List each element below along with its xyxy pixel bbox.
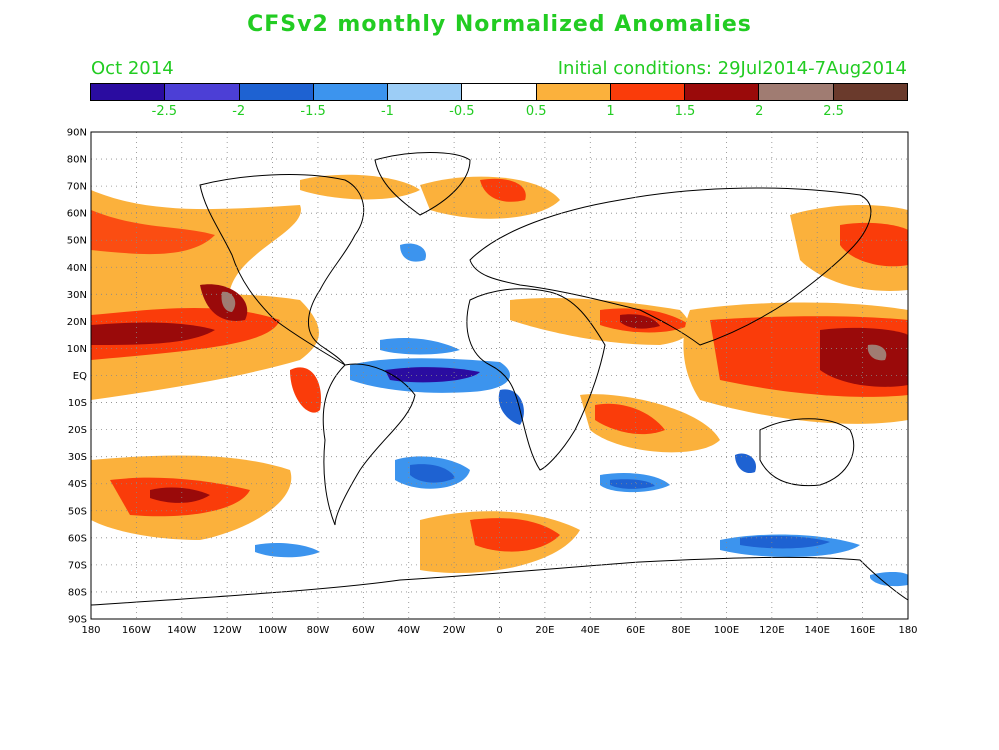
lat-lon-grid: [91, 132, 908, 619]
color-scale-tick-label: 2: [755, 104, 764, 119]
color-scale-segment: [91, 84, 166, 100]
latitude-label: 70S: [68, 560, 87, 571]
latitude-label: 30N: [67, 290, 87, 301]
longitude-label: 20E: [535, 625, 554, 636]
color-scale-tick-label: 0.5: [525, 104, 547, 119]
color-scale-tick-label: 1.5: [674, 104, 696, 119]
longitude-label: 40W: [397, 625, 420, 636]
color-scale-segment: [388, 84, 463, 100]
color-scale-segment: [536, 84, 611, 100]
longitude-label: 40E: [581, 625, 600, 636]
latitude-label: 60S: [68, 533, 87, 544]
latitude-label: 80S: [68, 587, 87, 598]
latitude-label: 10S: [68, 398, 87, 409]
color-scale-ticks: -2.5 -2 -1.5 -1 -0.5 0.5 1 1.5 2 2.5: [90, 104, 908, 120]
coastlines: [90, 152, 909, 606]
color-scale-tick-label: -2.5: [151, 104, 178, 119]
longitude-label: 60W: [352, 625, 375, 636]
latitude-label: 20N: [67, 317, 87, 328]
color-scale-tick-label: 2.5: [823, 104, 844, 119]
latitude-label: 90N: [67, 128, 87, 139]
longitude-label: 180: [81, 625, 100, 636]
latitude-label: 50S: [68, 506, 87, 517]
latitude-label: 50N: [67, 236, 87, 247]
color-scale-segment: [610, 84, 686, 100]
map-frame: [90, 131, 909, 620]
color-scale-segment: [833, 84, 907, 100]
longitude-label: 20W: [443, 625, 466, 636]
anomaly-shading: [91, 174, 908, 587]
longitude-label: 60E: [626, 625, 645, 636]
latitude-label: 40S: [68, 479, 87, 490]
latitude-labels: 90N 80N 70N 60N 50N 40N 30N 20N 10N EQ 10S 20S 30S 40…: [67, 128, 87, 626]
latitude-label: 70N: [67, 182, 87, 193]
latitude-label: 80N: [67, 155, 87, 166]
color-scale-segment: [685, 84, 760, 100]
latitude-label: 40N: [67, 263, 87, 274]
color-scale-tick-label: -1.5: [300, 104, 326, 119]
color-scale-segment: [462, 84, 537, 100]
longitude-label: 140E: [805, 625, 830, 636]
longitude-label: 100W: [258, 625, 287, 636]
longitude-label: 160W: [122, 625, 151, 636]
longitude-label: 120W: [213, 625, 242, 636]
color-scale-segment: [165, 84, 240, 100]
longitude-label: 140W: [167, 625, 196, 636]
latitude-label: EQ: [73, 371, 87, 382]
longitude-label: 80W: [307, 625, 330, 636]
color-scale-tick-label: 1: [606, 104, 615, 119]
latitude-label: 90S: [68, 615, 87, 626]
initial-conditions: Initial conditions: 29Jul2014-7Aug2014: [557, 58, 907, 79]
longitude-label: 120E: [759, 625, 784, 636]
longitude-label: 180: [898, 625, 917, 636]
longitude-labels: 180 160W 140W 120W 100W 80W 60W 40W 20W 0 20E 40E 60…: [81, 625, 917, 636]
latitude-label: 20S: [68, 425, 87, 436]
longitude-label: 160E: [850, 625, 875, 636]
color-scale-segment: [313, 84, 389, 100]
color-scale-tick-label: -0.5: [449, 104, 475, 119]
latitude-label: 30S: [68, 452, 87, 463]
color-scale-segment: [759, 84, 834, 100]
forecast-month: Oct 2014: [91, 58, 174, 79]
color-scale-tick-label: -1: [380, 104, 394, 119]
latitude-label: 10N: [67, 344, 87, 355]
longitude-label: 80E: [672, 625, 691, 636]
color-scale-tick-label: -2: [232, 104, 246, 119]
latitude-label: 60N: [67, 209, 87, 220]
longitude-label: 100E: [714, 625, 739, 636]
longitude-label: 0: [496, 625, 502, 636]
map-title: CFSv2 monthly Normalized Anomalies: [247, 12, 752, 37]
color-scale-segment: [239, 84, 314, 100]
color-scale-bar: [90, 83, 908, 101]
